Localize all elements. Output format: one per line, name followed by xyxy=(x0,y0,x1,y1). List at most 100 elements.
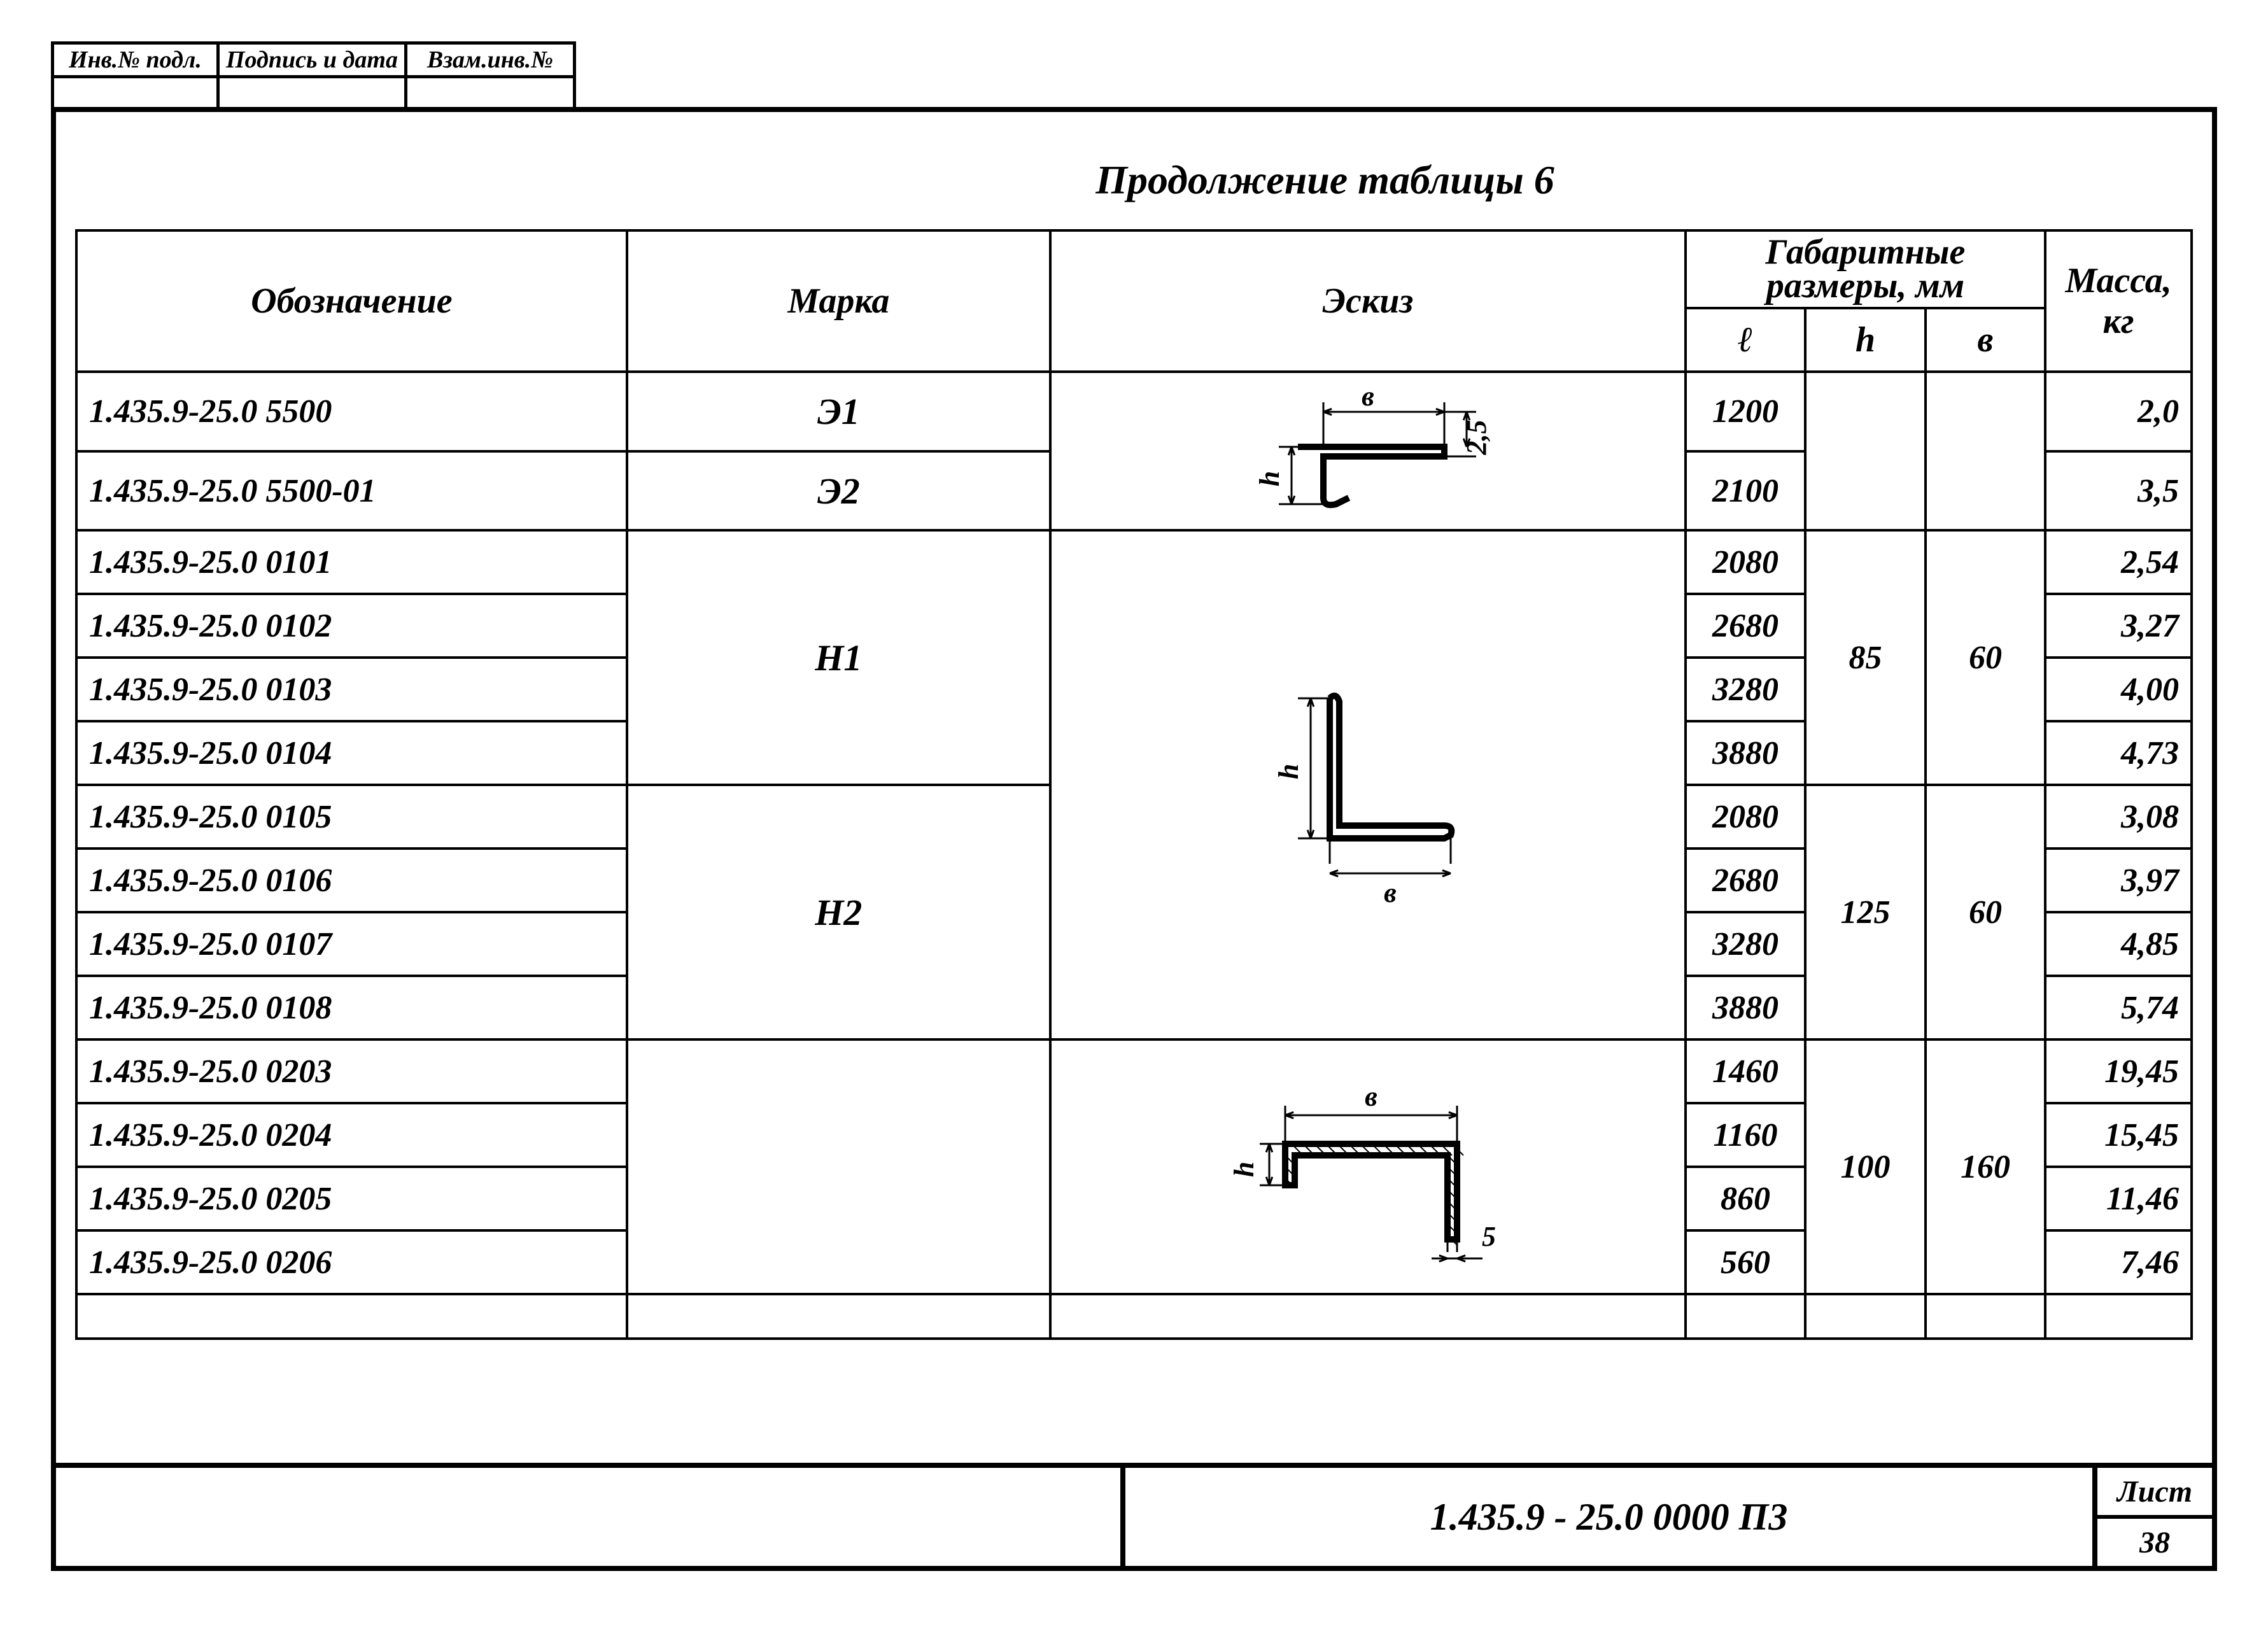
cell-designation: 1.435.9-25.0 0107 xyxy=(76,912,627,976)
cell-l: 1200 xyxy=(1686,372,1805,451)
cell-mark: Э1 xyxy=(627,372,1050,451)
cell-designation: 1.435.9-25.0 5500-01 xyxy=(76,451,627,531)
svg-text:2,5: 2,5 xyxy=(1461,420,1492,456)
cell-designation: 1.435.9-25.0 0206 xyxy=(76,1230,627,1294)
continuation-title: Продолжение таблицы 6 xyxy=(75,157,2193,204)
cell-mass: 5,74 xyxy=(2045,976,2192,1039)
cell-designation: 1.435.9-25.0 0101 xyxy=(76,530,627,594)
cell-l: 3880 xyxy=(1686,976,1805,1039)
cell-mark: Н1 xyxy=(627,530,1050,785)
cell-l: 2080 xyxy=(1686,785,1805,849)
stamp-col-sign: Подпись и дата xyxy=(220,45,407,109)
cell-designation: 1.435.9-25.0 0204 xyxy=(76,1103,627,1167)
cell-h: 100 xyxy=(1805,1039,1925,1294)
cell-mass: 3,5 xyxy=(2045,451,2192,531)
sheet-number: 38 xyxy=(2097,1519,2212,1566)
cell-h: 125 xyxy=(1805,785,1925,1039)
parts-table: Обозначение Марка Эскиз Габаритные разме… xyxy=(75,229,2193,1340)
cell-designation: 1.435.9-25.0 5500 xyxy=(76,372,627,451)
hdr-dims: Габаритные размеры, мм xyxy=(1686,230,2045,308)
cell-designation: 1.435.9-25.0 0104 xyxy=(76,721,627,785)
cell-sketch: в 2,5 h xyxy=(1050,372,1686,530)
cell-l: 860 xyxy=(1686,1167,1805,1230)
cell-b: 160 xyxy=(1926,1039,2045,1294)
stamp-col-vzam: Взам.инв.№ xyxy=(407,45,573,109)
cell-h: 85 xyxy=(1805,530,1925,785)
cell-l: 1460 xyxy=(1686,1039,1805,1103)
stamp-label: Подпись и дата xyxy=(220,45,404,78)
cell-mass: 2,0 xyxy=(2045,372,2192,451)
drawing-frame: Продолжение таблицы 6 Обозначение Марка … xyxy=(51,107,2217,1571)
stamp-value xyxy=(54,78,216,109)
cell-designation: 1.435.9-25.0 0106 xyxy=(76,849,627,912)
cell-l: 2680 xyxy=(1686,594,1805,658)
cell-l: 3880 xyxy=(1686,721,1805,785)
cell-mass: 4,73 xyxy=(2045,721,2192,785)
cell-l: 3280 xyxy=(1686,912,1805,976)
table-header: Обозначение Марка Эскиз Габаритные разме… xyxy=(76,230,2192,372)
svg-text:h: h xyxy=(1229,1162,1260,1177)
cell-mass: 3,97 xyxy=(2045,849,2192,912)
cell-h xyxy=(1805,372,1925,530)
cell-b: 60 xyxy=(1926,785,2045,1039)
svg-text:5: 5 xyxy=(1482,1221,1496,1252)
hdr-designation: Обозначение xyxy=(76,230,627,372)
cell-l: 2100 xyxy=(1686,451,1805,531)
cell-l: 1160 xyxy=(1686,1103,1805,1167)
cell-b xyxy=(1926,372,2045,530)
hdr-sketch: Эскиз xyxy=(1050,230,1686,372)
cell-b: 60 xyxy=(1926,530,2045,785)
table-row: 1.435.9-25.0 5500Э1 в 2,5 h12002,0 xyxy=(76,372,2192,451)
cell-mark: Н2 xyxy=(627,785,1050,1039)
cell-mass: 3,27 xyxy=(2045,594,2192,658)
cell-l: 2080 xyxy=(1686,530,1805,594)
svg-text:h: h xyxy=(1254,471,1285,486)
cell-mark: Э2 xyxy=(627,451,1050,531)
stamp-value xyxy=(220,78,404,109)
sheet-label: Лист xyxy=(2097,1468,2212,1519)
stamp-col-inv: Инв.№ подл. xyxy=(54,45,220,109)
footer-sheet: Лист 38 xyxy=(2097,1468,2212,1566)
title-block: 1.435.9 - 25.0 0000 П3 Лист 38 xyxy=(51,1463,2217,1571)
svg-text:в: в xyxy=(1362,381,1374,412)
revision-stamp: Инв.№ подл. Подпись и дата Взам.инв.№ xyxy=(51,41,576,112)
hdr-mark: Марка xyxy=(627,230,1050,372)
svg-text:в: в xyxy=(1384,877,1397,908)
table-body: 1.435.9-25.0 5500Э1 в 2,5 h12002,01.435.… xyxy=(76,372,2192,1339)
hdr-b: в xyxy=(1926,308,2045,372)
cell-designation: 1.435.9-25.0 0205 xyxy=(76,1167,627,1230)
cell-designation: 1.435.9-25.0 0102 xyxy=(76,594,627,658)
cell-l: 3280 xyxy=(1686,658,1805,721)
cell-mass: 4,00 xyxy=(2045,658,2192,721)
cell-sketch: h в xyxy=(1050,530,1686,1039)
svg-text:в: в xyxy=(1365,1081,1377,1112)
footer-empty xyxy=(56,1468,1125,1566)
cell-l: 560 xyxy=(1686,1230,1805,1294)
footer-doc: 1.435.9 - 25.0 0000 П3 xyxy=(1125,1468,2097,1566)
cell-designation: 1.435.9-25.0 0108 xyxy=(76,976,627,1039)
table-row-empty xyxy=(76,1294,2192,1339)
svg-text:h: h xyxy=(1273,764,1304,779)
hdr-mass: Масса, кг xyxy=(2045,230,2192,372)
table-row: 1.435.9-25.0 0101Н1 h в208085602,54 xyxy=(76,530,2192,594)
stamp-label: Взам.инв.№ xyxy=(407,45,573,78)
cell-mass: 15,45 xyxy=(2045,1103,2192,1167)
hdr-l: ℓ xyxy=(1686,308,1805,372)
cell-mass: 7,46 xyxy=(2045,1230,2192,1294)
table-row: 1.435.9-25.0 0203 в h5146010016019,45 xyxy=(76,1039,2192,1103)
cell-mass: 4,85 xyxy=(2045,912,2192,976)
cell-l: 2680 xyxy=(1686,849,1805,912)
cell-designation: 1.435.9-25.0 0105 xyxy=(76,785,627,849)
cell-mass: 2,54 xyxy=(2045,530,2192,594)
cell-sketch: в h 5 xyxy=(1050,1039,1686,1294)
cell-designation: 1.435.9-25.0 0203 xyxy=(76,1039,627,1103)
cell-mass: 19,45 xyxy=(2045,1039,2192,1103)
hdr-h: h xyxy=(1805,308,1925,372)
stamp-label: Инв.№ подл. xyxy=(54,45,216,78)
cell-mark xyxy=(627,1039,1050,1294)
cell-mass: 11,46 xyxy=(2045,1167,2192,1230)
cell-designation: 1.435.9-25.0 0103 xyxy=(76,658,627,721)
hdr-dims-l2: размеры, мм xyxy=(1766,266,1964,306)
stamp-value xyxy=(407,78,573,109)
cell-mass: 3,08 xyxy=(2045,785,2192,849)
